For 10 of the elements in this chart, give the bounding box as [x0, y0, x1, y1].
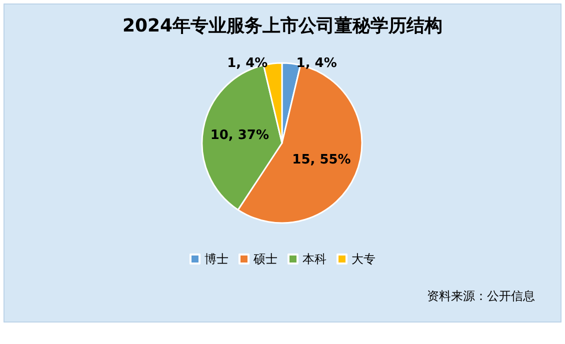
- legend-label: 大专: [352, 252, 376, 266]
- data-label: 1, 4%: [296, 56, 337, 72]
- data-label: 15, 55%: [292, 152, 351, 168]
- chart-title: 2024年专业服务上市公司董秘学历结构: [122, 16, 443, 36]
- data-label: 10, 37%: [210, 128, 269, 144]
- text: 资料来源：公开信息: [427, 289, 535, 303]
- legend-label: 硕士: [252, 252, 278, 266]
- legend-label: 本科: [302, 252, 326, 266]
- legend-label: 博士: [204, 252, 228, 266]
- data-label: 1, 4%: [227, 56, 268, 72]
